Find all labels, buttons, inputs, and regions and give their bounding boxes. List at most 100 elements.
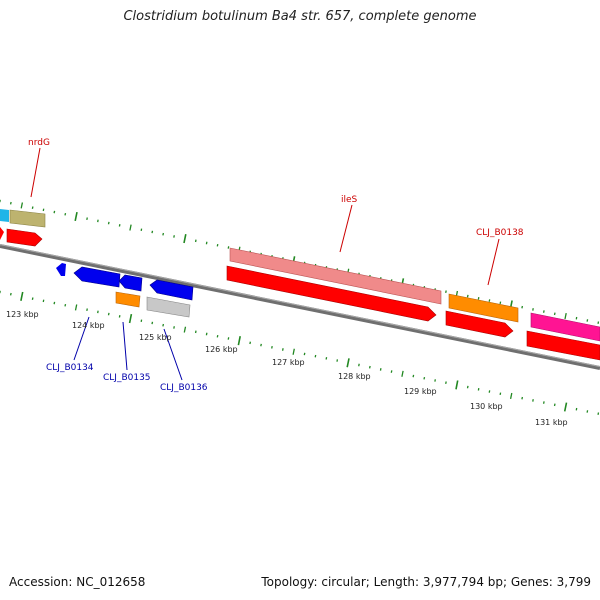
ruler-tick bbox=[445, 290, 447, 294]
ruler-tick bbox=[183, 326, 187, 333]
ruler-tick bbox=[466, 385, 469, 389]
cds-arrow bbox=[6, 228, 43, 247]
ruler-labels: 123 kbp 124 kbp 125 kbp 126 kbp 127 kbp … bbox=[6, 310, 568, 427]
ruler-tick bbox=[53, 301, 56, 305]
ruler-tick bbox=[205, 332, 208, 336]
ruler-tick bbox=[466, 294, 469, 298]
ruler-tick bbox=[597, 412, 600, 415]
gene-CLJ_B0135 bbox=[115, 291, 141, 308]
ruler-tick bbox=[9, 292, 12, 296]
ruler-tick bbox=[586, 319, 589, 322]
leader-CLJ_B0134 bbox=[73, 316, 90, 361]
ruler-tick bbox=[488, 299, 491, 302]
ruler-label: 123 kbp bbox=[6, 310, 39, 319]
ruler-tick bbox=[586, 410, 589, 413]
ruler-tick bbox=[20, 291, 24, 301]
label-CLJ_B0134: CLJ_B0134 bbox=[46, 363, 94, 373]
ruler-tick bbox=[499, 392, 502, 396]
label-nrdG: nrdG bbox=[28, 138, 50, 148]
ruler-tick bbox=[107, 221, 110, 225]
ruler-label: 128 kbp bbox=[338, 372, 371, 381]
ruler-tick bbox=[303, 352, 306, 356]
ruler-label: 131 kbp bbox=[535, 418, 568, 427]
ruler-tick bbox=[74, 211, 78, 222]
ruler-tick bbox=[205, 241, 208, 245]
gene-CLJ_B0138 bbox=[448, 293, 519, 323]
ruler-tick bbox=[412, 374, 415, 378]
map-title: Clostridium botulinum Ba4 str. 657, comp… bbox=[123, 9, 477, 24]
inner-tick-ring bbox=[0, 290, 600, 415]
cds-arrow bbox=[526, 330, 600, 361]
ruler-tick bbox=[86, 217, 88, 221]
ruler-tick bbox=[86, 308, 88, 312]
gene-cyan bbox=[0, 209, 9, 222]
ruler-tick bbox=[499, 301, 502, 305]
cds-arrow bbox=[445, 310, 514, 338]
ruler-label: 130 kbp bbox=[470, 402, 503, 411]
ruler-tick bbox=[553, 312, 556, 316]
ruler-tick bbox=[260, 343, 262, 347]
ruler-tick bbox=[74, 304, 78, 311]
forward-cds bbox=[0, 227, 600, 361]
ruler-tick bbox=[118, 315, 121, 318]
ruler-tick bbox=[53, 210, 56, 214]
genome-summary-text: Topology: circular; Length: 3,977,794 bp… bbox=[261, 575, 591, 589]
gene-labels: nrdG ileS CLJ_B0138 CLJ_B0134 CLJ_B0135 … bbox=[28, 138, 524, 393]
gene-olive bbox=[9, 209, 46, 228]
ruler-tick bbox=[521, 396, 524, 400]
ruler-tick bbox=[292, 348, 295, 355]
ruler-label: 129 kbp bbox=[404, 387, 437, 396]
ruler-tick bbox=[31, 206, 34, 209]
ruler-tick bbox=[64, 212, 67, 216]
ruler-tick bbox=[151, 230, 154, 234]
cds-arrow bbox=[226, 265, 437, 322]
ruler-tick bbox=[358, 363, 360, 367]
ruler-tick bbox=[128, 313, 133, 324]
ruler-tick bbox=[445, 381, 447, 385]
cds-arrow bbox=[0, 227, 4, 240]
ruler-tick bbox=[597, 321, 600, 324]
accession-text: Accession: NC_012658 bbox=[9, 575, 146, 589]
ruler-label: 127 kbp bbox=[272, 358, 305, 367]
forward-genes bbox=[0, 209, 600, 342]
ruler-tick bbox=[281, 348, 284, 351]
ruler-tick bbox=[542, 310, 545, 313]
ruler-tick bbox=[216, 334, 219, 338]
ruler-tick bbox=[173, 326, 175, 329]
gene-CLJ_B0136 bbox=[146, 296, 191, 318]
ruler-tick bbox=[521, 305, 524, 309]
reverse-genes bbox=[56, 263, 194, 318]
ruler-label: 125 kbp bbox=[139, 333, 172, 342]
ruler-tick bbox=[151, 321, 154, 325]
label-CLJ_B0138: CLJ_B0138 bbox=[476, 228, 524, 238]
leader-CLJ_B0138 bbox=[487, 238, 500, 286]
leader-CLJ_B0135 bbox=[122, 321, 128, 371]
ruler-tick bbox=[542, 401, 545, 404]
ruler-tick bbox=[509, 392, 513, 400]
ruler-tick bbox=[64, 303, 67, 307]
ruler-tick bbox=[564, 312, 567, 320]
ruler-tick bbox=[9, 201, 12, 205]
ruler-tick bbox=[563, 402, 568, 412]
ruler-tick bbox=[162, 323, 165, 327]
label-CLJ_B0135: CLJ_B0135 bbox=[103, 373, 151, 383]
ruler-label: 126 kbp bbox=[205, 345, 238, 354]
ruler-tick bbox=[183, 234, 187, 244]
ruler-tick bbox=[118, 224, 121, 227]
leader-ileS bbox=[339, 204, 353, 253]
ruler-tick bbox=[368, 365, 371, 369]
ruler-tick bbox=[20, 202, 24, 209]
gene-small-blue bbox=[56, 263, 66, 276]
ruler-tick bbox=[346, 358, 350, 368]
ruler-tick bbox=[401, 370, 404, 377]
label-CLJ_B0136: CLJ_B0136 bbox=[160, 383, 208, 393]
ruler-label: 124 kbp bbox=[72, 321, 105, 330]
gene-blue-mid bbox=[118, 274, 143, 292]
gene-ileS bbox=[229, 247, 442, 305]
ruler-tick bbox=[249, 341, 252, 345]
gene-magenta bbox=[530, 312, 600, 342]
ruler-tick bbox=[390, 370, 393, 373]
genome-backbone-highlight bbox=[0, 244, 600, 368]
gene-blue-right bbox=[149, 279, 194, 301]
